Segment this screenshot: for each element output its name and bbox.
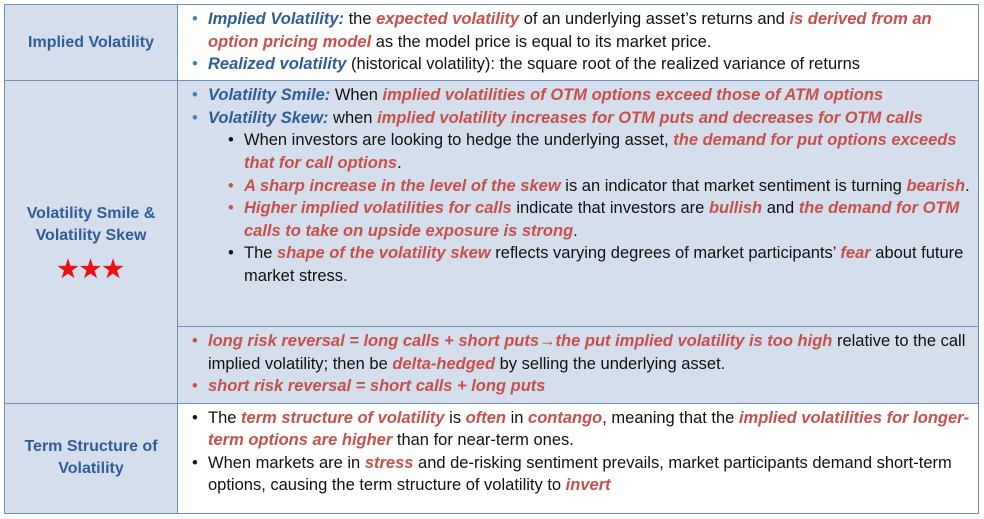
cell-term-structure: The term structure of volatility is ofte… xyxy=(177,402,979,515)
text: reflects varying degrees of market parti… xyxy=(490,244,841,263)
text: about future market stress. xyxy=(244,244,964,286)
emphasis: the put implied volatility is too high xyxy=(555,332,833,351)
emphasis: term structure of volatility xyxy=(241,408,445,427)
term: Volatility Smile: xyxy=(208,86,331,105)
label-term-structure: Term Structure of Volatility xyxy=(4,402,178,515)
text: in xyxy=(506,408,529,427)
emphasis: bearish xyxy=(906,176,966,195)
arrow-icon: → xyxy=(539,332,556,351)
emphasis: implied volatilities of OTM options exce… xyxy=(382,86,884,105)
text: indicate that investors are xyxy=(511,199,709,218)
label-volatility-smile-skew: Volatility Smile & Volatility Skew ★★★ xyxy=(4,80,178,404)
text: by selling the underlying asset. xyxy=(495,354,726,373)
cell-smile-skew: Volatility Smile: When implied volatilit… xyxy=(177,80,979,328)
text: and xyxy=(762,199,799,218)
sub-bullet-hedge-demand: When investors are looking to hedge the … xyxy=(186,129,970,174)
label-text: Term Structure of xyxy=(24,438,158,456)
text: . xyxy=(965,176,970,195)
emphasis: short risk reversal = short calls + long… xyxy=(208,377,546,396)
emphasis: bullish xyxy=(708,199,763,218)
term: Volatility Skew: xyxy=(208,108,329,127)
emphasis: is derived from an option pricing model xyxy=(208,10,932,51)
text: than for near-term ones. xyxy=(392,431,574,450)
label-text: Volatility xyxy=(58,460,124,478)
bullet-short-risk-reversal: short risk reversal = short calls + long… xyxy=(186,375,970,398)
text: of an underlying asset’s returns and xyxy=(519,10,790,28)
row-term-structure: Term Structure of Volatility The term st… xyxy=(4,402,979,515)
label-implied-volatility: Implied Volatility xyxy=(4,3,178,82)
text: is an indicator that market sentiment is… xyxy=(560,176,907,195)
text: When xyxy=(330,86,383,105)
emphasis: contango xyxy=(528,408,603,427)
label-text: Volatility Smile & xyxy=(26,204,156,222)
text: . xyxy=(573,221,578,240)
label-text: Volatility Skew xyxy=(35,226,147,244)
emphasis: fear xyxy=(840,244,871,263)
row-volatility-smile-skew: Volatility Smile & Volatility Skew ★★★ V… xyxy=(4,80,979,404)
text: When investors are looking to hedge the … xyxy=(244,131,674,150)
emphasis: stress xyxy=(364,453,414,472)
emphasis: often xyxy=(465,408,506,427)
emphasis: delta-hedged xyxy=(392,354,496,373)
emphasis: implied volatilities for longer-term opt… xyxy=(208,408,970,450)
text: relative to the call implied volatility;… xyxy=(208,332,966,373)
volatility-table: Implied Volatility Implied Volatility: t… xyxy=(4,3,979,515)
sub-bullet-higher-calls: Higher implied volatilities for calls in… xyxy=(186,197,970,242)
term: Realized volatility xyxy=(208,55,347,74)
sub-bullet-skew-shape: The shape of the volatility skew reflect… xyxy=(186,242,970,287)
cell-implied-volatility: Implied Volatility: the expected volatil… xyxy=(177,3,979,82)
text: when xyxy=(328,108,378,127)
emphasis: invert xyxy=(565,476,611,495)
cell-risk-reversal: long risk reversal = long calls + short … xyxy=(177,326,979,404)
text: the xyxy=(344,10,377,28)
text: and de-risking sentiment prevails, marke… xyxy=(208,453,952,495)
bullet-realized-volatility: Realized volatility (historical volatili… xyxy=(186,53,970,76)
text: (historical volatility): the square root… xyxy=(346,55,861,74)
bullet-long-risk-reversal: long risk reversal = long calls + short … xyxy=(186,330,970,375)
importance-stars: ★★★ xyxy=(57,255,125,283)
sub-bullet-sharp-increase: A sharp increase in the level of the ske… xyxy=(186,175,970,198)
bullet-volatility-skew: Volatility Skew: when implied volatility… xyxy=(186,107,970,130)
term: Implied Volatility: xyxy=(208,10,344,28)
emphasis: the demand for OTM calls to take on upsi… xyxy=(244,199,960,240)
text: The xyxy=(208,408,242,427)
text: When markets are in xyxy=(208,453,365,472)
emphasis: expected volatility xyxy=(376,10,520,28)
bullet-contango: The term structure of volatility is ofte… xyxy=(186,407,970,452)
text: as the model price is equal to its marke… xyxy=(371,32,712,51)
row-risk-reversal: long risk reversal = long calls + short … xyxy=(5,326,979,404)
bullet-stress-invert: When markets are in stress and de-riskin… xyxy=(186,452,970,497)
bullet-implied-volatility: Implied Volatility: the expected volatil… xyxy=(186,8,970,53)
text: The xyxy=(244,244,278,263)
label-text: Implied Volatility xyxy=(28,33,154,51)
emphasis: shape of the volatility skew xyxy=(277,244,491,263)
text: . xyxy=(397,154,402,173)
text: , meaning that the xyxy=(602,408,739,427)
emphasis: Higher implied volatilities for calls xyxy=(244,199,512,218)
emphasis: long risk reversal = long calls + short … xyxy=(208,332,540,351)
row-implied-volatility: Implied Volatility Implied Volatility: t… xyxy=(4,3,979,82)
emphasis: implied volatility increases for OTM put… xyxy=(377,108,923,127)
bullet-volatility-smile: Volatility Smile: When implied volatilit… xyxy=(186,84,970,107)
text: is xyxy=(444,408,466,427)
emphasis: the demand for put options exceeds that … xyxy=(244,131,957,173)
emphasis: A sharp increase in the level of the ske… xyxy=(244,176,561,195)
